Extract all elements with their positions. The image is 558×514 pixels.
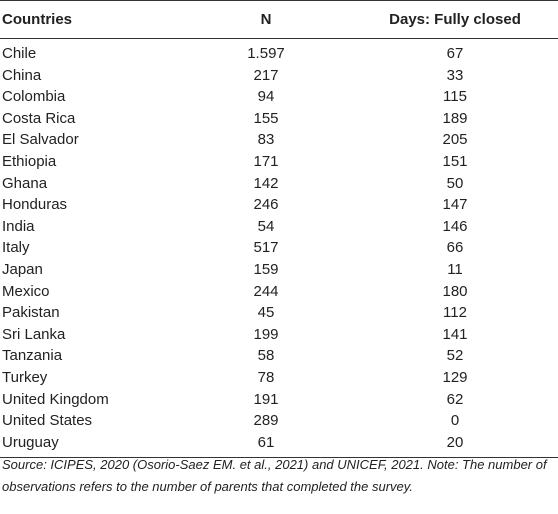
cell-country: United States bbox=[2, 412, 93, 430]
table-row: El Salvador 83 205 bbox=[0, 129, 558, 151]
cell-days: 141 bbox=[442, 325, 468, 343]
table-row: Costa Rica 155 189 bbox=[0, 108, 558, 130]
cell-country: Ethiopia bbox=[2, 152, 57, 170]
cell-country: Ghana bbox=[2, 174, 48, 192]
cell-n: 155 bbox=[253, 109, 279, 127]
table-row: Pakistan 45 112 bbox=[0, 302, 558, 324]
cell-n: 289 bbox=[253, 412, 279, 430]
cell-days: 33 bbox=[446, 66, 464, 84]
cell-country: Sri Lanka bbox=[2, 325, 66, 343]
cell-days: 62 bbox=[446, 390, 464, 408]
cell-country: United Kingdom bbox=[2, 390, 109, 408]
cell-days: 189 bbox=[442, 109, 468, 127]
table-row: Ethiopia 171 151 bbox=[0, 151, 558, 173]
cell-days: 66 bbox=[446, 239, 464, 257]
cell-country: Uruguay bbox=[0, 431, 180, 459]
table-row: India 54 146 bbox=[0, 216, 558, 238]
cell-days: 20 bbox=[352, 431, 558, 459]
cell-n: 171 bbox=[253, 152, 279, 170]
cell-n: 45 bbox=[257, 304, 275, 322]
cell-country: Italy bbox=[2, 239, 30, 257]
cell-country: Japan bbox=[2, 260, 43, 278]
cell-days: 146 bbox=[442, 217, 468, 235]
cell-country: Pakistan bbox=[2, 304, 60, 322]
cell-days: 0 bbox=[450, 412, 460, 430]
cell-n: 78 bbox=[257, 368, 275, 386]
cell-country: El Salvador bbox=[2, 131, 79, 149]
table-row: Honduras 246 147 bbox=[0, 194, 558, 216]
table-body: Chile 1.597 67 China 217 33 Colombia 94 … bbox=[0, 39, 558, 459]
cell-country: Honduras bbox=[2, 196, 68, 214]
table-row: Colombia 94 115 bbox=[0, 86, 558, 108]
cell-n: 83 bbox=[257, 131, 275, 149]
header-countries: Countries bbox=[0, 0, 180, 39]
cell-days: 151 bbox=[442, 152, 468, 170]
table-row: Sri Lanka 199 141 bbox=[0, 324, 558, 346]
cell-days: 52 bbox=[446, 347, 464, 365]
table-row: Chile 1.597 67 bbox=[0, 39, 558, 65]
table-row: Uruguay 61 20 bbox=[0, 431, 558, 459]
table-row: United Kingdom 191 62 bbox=[0, 389, 558, 411]
cell-n: 217 bbox=[253, 66, 279, 84]
cell-days: 147 bbox=[442, 196, 468, 214]
cell-n: 142 bbox=[253, 174, 279, 192]
cell-n: 94 bbox=[257, 88, 275, 106]
cell-n: 191 bbox=[253, 390, 279, 408]
header-days-fully-closed: Days: Fully closed bbox=[352, 0, 558, 39]
cell-n: 58 bbox=[257, 347, 275, 365]
table-header: Countries N Days: Fully closed bbox=[0, 0, 558, 39]
cell-country: Turkey bbox=[2, 368, 48, 386]
table-row: Japan 159 11 bbox=[0, 259, 558, 281]
cell-days: 11 bbox=[447, 260, 463, 278]
cell-n: 61 bbox=[180, 431, 352, 459]
cell-n: 54 bbox=[257, 217, 275, 235]
cell-country: Mexico bbox=[2, 282, 50, 300]
cell-country: Chile bbox=[2, 45, 37, 62]
table-row: Ghana 142 50 bbox=[0, 173, 558, 195]
cell-days: 129 bbox=[442, 368, 468, 386]
cell-days: 112 bbox=[443, 304, 467, 322]
table-row: China 217 33 bbox=[0, 65, 558, 87]
cell-days: 67 bbox=[446, 45, 464, 62]
cell-n: 159 bbox=[253, 260, 279, 278]
cell-n: 517 bbox=[253, 239, 279, 257]
cell-country: Tanzania bbox=[2, 347, 63, 365]
cell-n: 244 bbox=[253, 282, 279, 300]
table-source-note: Source: ICIPES, 2020 (Osorio-Saez EM. et… bbox=[2, 457, 547, 494]
cell-days: 50 bbox=[446, 174, 464, 192]
cell-n: 246 bbox=[253, 196, 279, 214]
cell-country: Costa Rica bbox=[2, 109, 76, 127]
cell-n: 1.597 bbox=[247, 45, 285, 62]
cell-days: 115 bbox=[443, 88, 467, 106]
cell-days: 205 bbox=[442, 131, 468, 149]
cell-days: 180 bbox=[442, 282, 468, 300]
data-table-container: Countries N Days: Fully closed Chile 1.5… bbox=[0, 0, 558, 459]
cell-country: China bbox=[2, 66, 42, 84]
table-row: United States 289 0 bbox=[0, 410, 558, 432]
table-row: Tanzania 58 52 bbox=[0, 345, 558, 367]
table-row: Italy 517 66 bbox=[0, 237, 558, 259]
cell-n: 199 bbox=[253, 325, 279, 343]
header-row: Countries N Days: Fully closed bbox=[0, 0, 558, 39]
header-n: N bbox=[180, 0, 352, 39]
cell-country: India bbox=[2, 217, 35, 235]
table-row: Mexico 244 180 bbox=[0, 281, 558, 303]
table-row: Turkey 78 129 bbox=[0, 367, 558, 389]
countries-table: Countries N Days: Fully closed Chile 1.5… bbox=[0, 0, 558, 459]
cell-country: Colombia bbox=[2, 88, 66, 106]
